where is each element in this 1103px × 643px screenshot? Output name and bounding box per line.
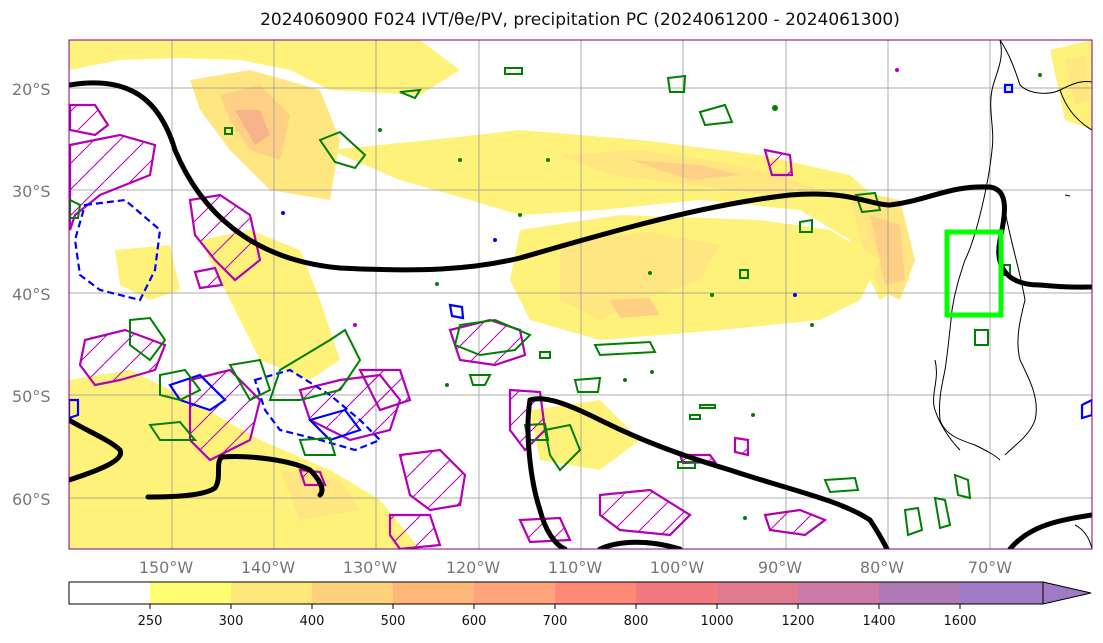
- colorbar-tick: 250: [138, 614, 163, 629]
- pv-positive-contours: [69, 103, 828, 549]
- colorbar-tick: 1600: [943, 614, 976, 629]
- colorbar-segment: [312, 582, 393, 604]
- specks-magenta: [353, 68, 899, 327]
- lat-tick: 30°S: [12, 182, 51, 201]
- colorbar-extend-arrow: [1042, 581, 1092, 605]
- lon-tick: 140°W: [241, 558, 296, 577]
- lon-tick: 70°W: [968, 558, 1012, 577]
- ivt-shading: [69, 40, 1092, 549]
- lon-tick: 80°W: [860, 558, 904, 577]
- map-title: 2024060900 F024 IVT/θe/PV, precipitation…: [260, 10, 900, 30]
- lon-tick: 90°W: [758, 558, 802, 577]
- colorbar-segment: [879, 582, 960, 604]
- colorbar-tick: 800: [624, 614, 649, 629]
- colorbar-frame: [68, 581, 1044, 605]
- colorbar-tick: 700: [543, 614, 568, 629]
- colorbar-segment: [231, 582, 312, 604]
- colorbar-segment: [555, 582, 636, 604]
- colorbar-tick: 400: [300, 614, 325, 629]
- colorbar-segment: [636, 582, 717, 604]
- region-box: [944, 229, 1004, 318]
- colorbar-tick: 1000: [700, 614, 733, 629]
- lon-tick-labels: 150°W 140°W 130°W 120°W 110°W 100°W 90°W…: [139, 558, 1012, 577]
- colorbar-tick: 500: [381, 614, 406, 629]
- lat-tick: 40°S: [12, 285, 51, 304]
- colorbar-segment: [960, 582, 1043, 604]
- colorbar-segment: [393, 582, 474, 604]
- colorbar-segment: [717, 582, 798, 604]
- colorbar: 250 300 400 500 600 700 800 1000 1200 14…: [68, 581, 1092, 629]
- lon-tick: 100°W: [650, 558, 705, 577]
- colorbar-segment: [798, 582, 879, 604]
- map-frame: [68, 39, 1093, 550]
- colorbar-segment: [69, 582, 150, 604]
- colorbar-tick: 1200: [781, 614, 814, 629]
- lat-tick: 60°S: [12, 490, 51, 509]
- pv-negative-contours: [69, 83, 1092, 452]
- colorbar-segment: [150, 582, 231, 604]
- lat-tick-labels: 20°S 30°S 40°S 50°S 60°S: [12, 80, 51, 509]
- lat-tick: 50°S: [12, 387, 51, 406]
- lon-tick: 150°W: [139, 558, 194, 577]
- coastline: [933, 40, 1092, 549]
- lon-tick: 130°W: [343, 558, 398, 577]
- lon-tick: 110°W: [548, 558, 603, 577]
- lat-tick: 20°S: [12, 80, 51, 99]
- colorbar-tick: 300: [219, 614, 244, 629]
- specks-blue: [281, 211, 797, 297]
- colorbar-segment: [474, 582, 555, 604]
- colorbar-tick: 1400: [862, 614, 895, 629]
- precip-contours: [69, 67, 1011, 537]
- colorbar-tick: 600: [462, 614, 487, 629]
- graticule: [69, 40, 1092, 549]
- specks: [378, 73, 1042, 520]
- lon-tick: 120°W: [446, 558, 501, 577]
